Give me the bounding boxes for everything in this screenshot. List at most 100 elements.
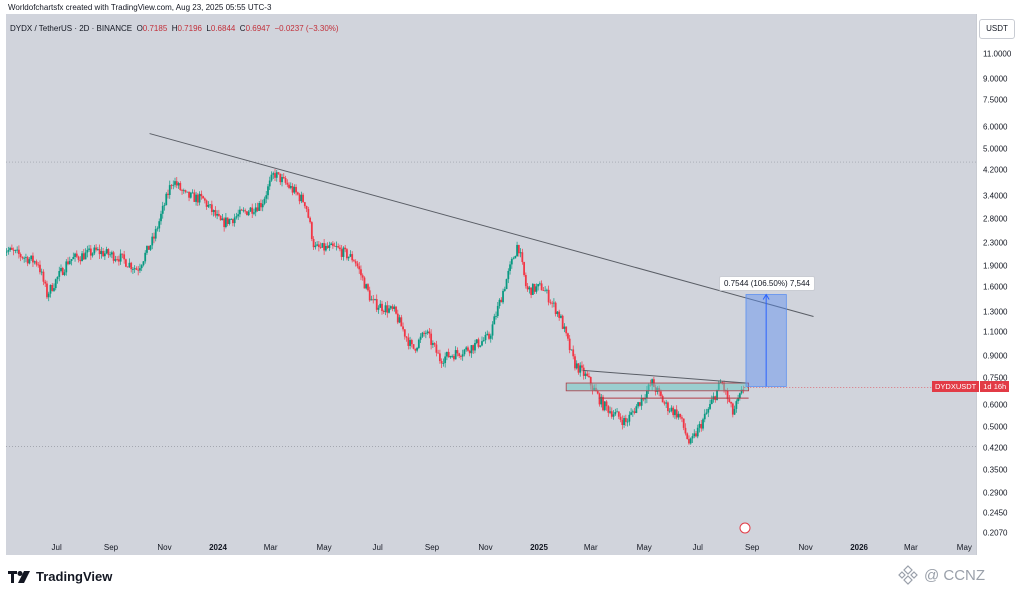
- candle-body: [438, 353, 441, 362]
- high-label: H: [171, 24, 178, 33]
- time-tick-label: 2026: [850, 543, 869, 552]
- candle-body: [616, 411, 618, 413]
- time-tick-label: May: [956, 543, 972, 552]
- time-tick-label: Sep: [744, 543, 760, 552]
- candle-body: [356, 263, 359, 267]
- candle-body: [342, 247, 345, 257]
- candle-body: [74, 253, 76, 257]
- candle-body: [91, 253, 94, 256]
- candle-body: [21, 257, 24, 259]
- candle-body: [379, 303, 382, 308]
- candle-body: [668, 410, 671, 412]
- candle-body: [510, 259, 513, 265]
- candle-body: [705, 412, 708, 414]
- time-tick-label: Jul: [372, 543, 383, 552]
- candle-body: [609, 411, 611, 413]
- candle-body: [130, 262, 133, 270]
- candle-body: [291, 186, 294, 193]
- price-tick-label: 1.9000: [983, 261, 1008, 271]
- candle-body: [40, 271, 43, 273]
- candle-body: [688, 439, 690, 444]
- candle-body: [496, 305, 499, 317]
- price-tick-label: 2.8000: [983, 214, 1008, 224]
- candle-body: [6, 251, 8, 253]
- candle-body: [447, 351, 450, 358]
- candle-body: [495, 316, 497, 317]
- candle-body: [370, 299, 373, 301]
- candle-body: [623, 418, 625, 426]
- tradingview-logo[interactable]: TradingView: [8, 569, 112, 584]
- candle-body: [14, 250, 17, 251]
- candle-body: [242, 210, 245, 212]
- candle-body: [96, 249, 99, 250]
- candle-body: [188, 191, 190, 198]
- candle-body: [82, 253, 85, 260]
- time-axis[interactable]: [6, 538, 976, 555]
- candle-body: [146, 245, 148, 253]
- candle-body: [603, 401, 606, 411]
- candle-body: [493, 316, 496, 325]
- candle-body: [7, 250, 10, 252]
- candle-body: [281, 177, 283, 183]
- candle-body: [642, 398, 645, 400]
- candle-body: [395, 306, 397, 314]
- candle-body: [153, 236, 155, 239]
- candle-body: [472, 345, 475, 351]
- candle-body: [235, 216, 238, 218]
- candle-body: [107, 249, 110, 255]
- candle-body: [405, 336, 408, 338]
- candle-body: [247, 211, 250, 216]
- resistance-trendline: [582, 369, 747, 384]
- last-price-countdown: 1d 16h: [980, 381, 1010, 392]
- support-zone-box: [565, 382, 750, 392]
- price-tick-label: 7.5000: [983, 95, 1008, 105]
- candle-body: [486, 333, 489, 335]
- candle-body: [572, 349, 575, 357]
- time-tick-label: Nov: [478, 543, 493, 552]
- candle-body: [491, 324, 494, 336]
- candle-body: [693, 433, 696, 437]
- candle-body: [451, 355, 454, 357]
- time-tick-label: Sep: [103, 543, 119, 552]
- candle-body: [103, 253, 106, 257]
- candle-body: [60, 267, 62, 272]
- candle-body: [672, 407, 675, 416]
- candle-body: [75, 253, 78, 257]
- candle-body: [563, 326, 566, 329]
- close-value: 0.6947: [245, 24, 271, 33]
- candle-body: [324, 245, 327, 251]
- candle-body: [272, 173, 275, 175]
- candle-body: [382, 311, 385, 313]
- candle-body: [230, 219, 233, 220]
- candle-body: [296, 192, 299, 195]
- candle-body: [482, 340, 485, 342]
- candle-body: [588, 375, 590, 378]
- candle-body: [456, 350, 459, 354]
- currency-button[interactable]: USDT: [979, 19, 1015, 39]
- candle-body: [167, 193, 169, 195]
- time-tick-label: 2024: [209, 543, 227, 552]
- time-tick-label: Nov: [157, 543, 172, 552]
- candle-body: [421, 332, 424, 337]
- candle-body: [135, 268, 138, 270]
- candle-body: [730, 402, 732, 404]
- price-axis[interactable]: [976, 14, 1017, 555]
- candle-body: [100, 251, 103, 255]
- candle-body: [402, 326, 404, 330]
- candle-body: [361, 275, 364, 278]
- event-marker-icon: [739, 522, 751, 534]
- candle-body: [612, 414, 615, 417]
- candle-body: [16, 249, 19, 251]
- candle-body: [679, 413, 682, 418]
- candle-body: [498, 299, 501, 306]
- close-label: C: [239, 24, 246, 33]
- candle-body: [660, 391, 662, 396]
- candle-body: [610, 411, 613, 417]
- candle-body: [232, 219, 234, 224]
- price-tick-label: 0.2900: [983, 488, 1008, 498]
- candle-body: [565, 326, 568, 334]
- candle-body: [449, 356, 452, 358]
- price-chart[interactable]: [6, 14, 976, 538]
- candle-body: [72, 256, 75, 260]
- candle-body: [321, 243, 324, 248]
